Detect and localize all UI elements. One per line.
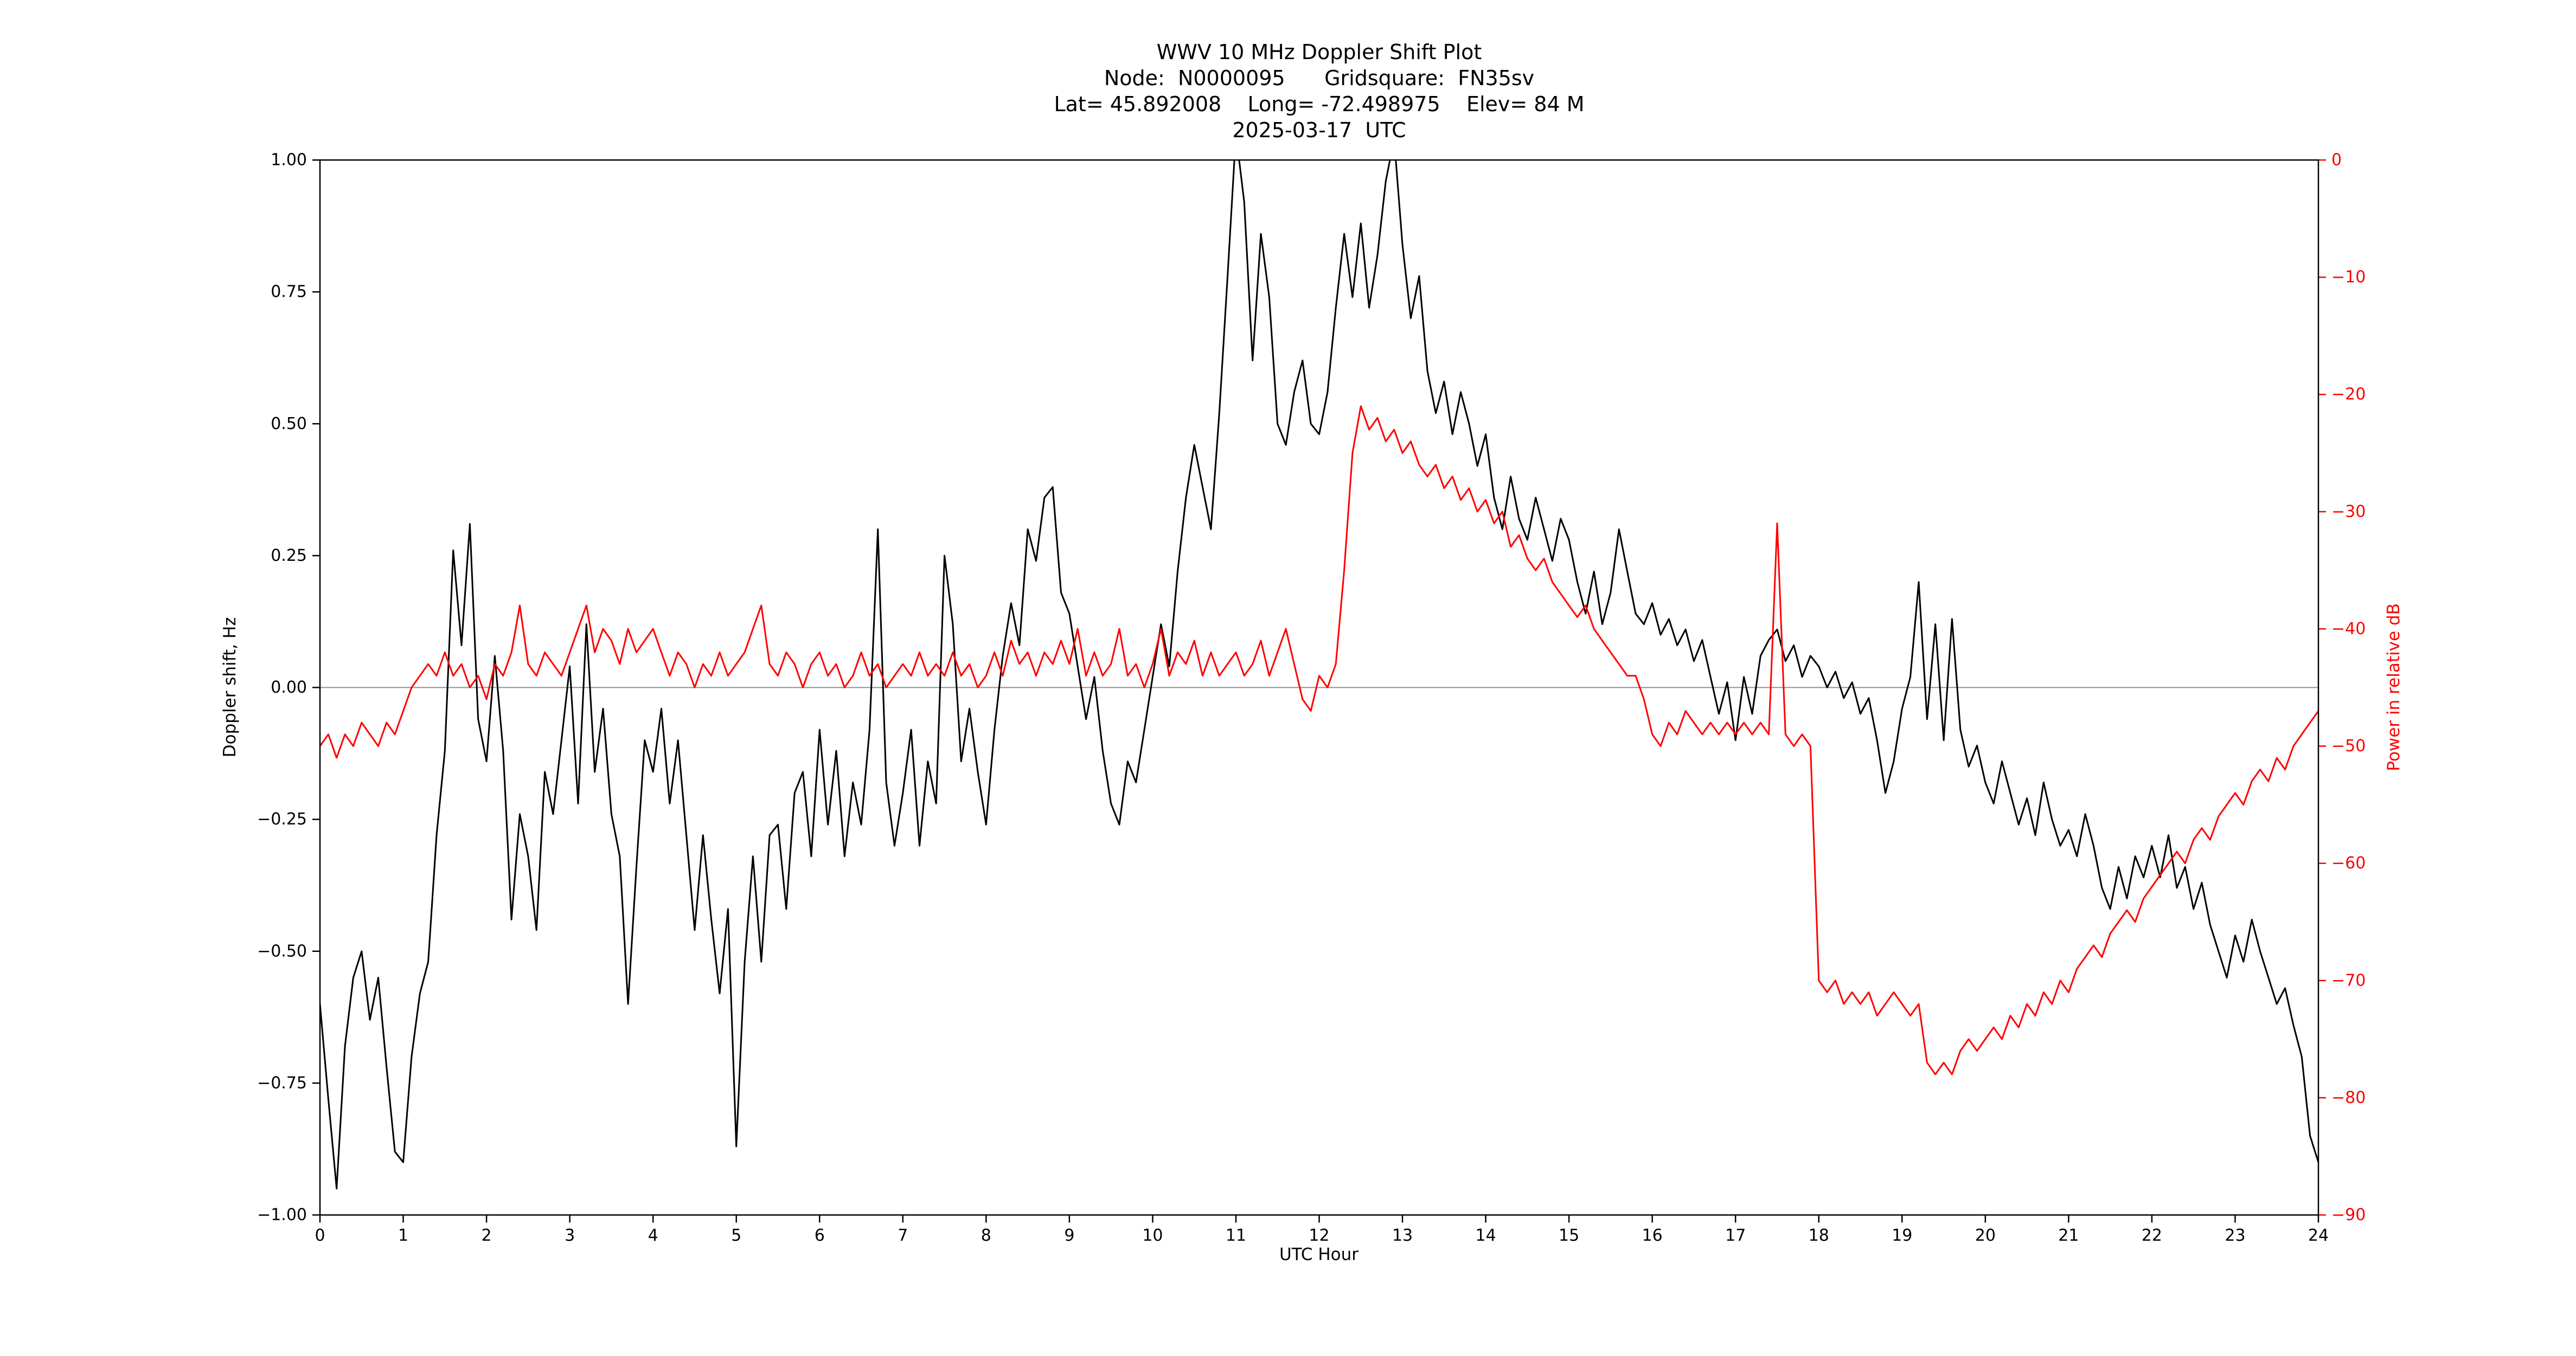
x-tick-label: 2 bbox=[482, 1226, 492, 1245]
right-y-axis-label: Power in relative dB bbox=[2384, 603, 2404, 771]
y-right-tick-label: −10 bbox=[2331, 268, 2366, 287]
chart-subtitle-location: Lat= 45.892008 Long= -72.498975 Elev= 84… bbox=[1054, 92, 1585, 116]
x-tick-label: 11 bbox=[1226, 1226, 1246, 1245]
y-left-tick-label: 0.50 bbox=[271, 414, 307, 433]
y-right-tick-label: −70 bbox=[2331, 971, 2366, 990]
x-tick-label: 18 bbox=[1809, 1226, 1829, 1245]
x-tick-label: 20 bbox=[1975, 1226, 1996, 1245]
left-y-axis-label: Doppler shift, Hz bbox=[220, 617, 240, 758]
plot-border bbox=[319, 159, 2319, 1216]
y-left-tick-label: −0.25 bbox=[257, 810, 307, 829]
doppler-line bbox=[320, 160, 2318, 1189]
y-right-tick-label: −60 bbox=[2331, 854, 2366, 873]
y-right-tick-label: −30 bbox=[2331, 502, 2366, 521]
x-tick-label: 12 bbox=[1309, 1226, 1329, 1245]
x-axis-label: UTC Hour bbox=[1279, 1245, 1359, 1264]
chart-subtitle-date: 2025-03-17 UTC bbox=[1232, 118, 1406, 142]
x-tick-label: 22 bbox=[2142, 1226, 2162, 1245]
x-tick-label: 24 bbox=[2308, 1226, 2329, 1245]
y-left-tick-label: −1.00 bbox=[257, 1206, 307, 1225]
x-tick-label: 23 bbox=[2225, 1226, 2245, 1245]
x-tick-label: 7 bbox=[898, 1226, 908, 1245]
chart-title: WWV 10 MHz Doppler Shift Plot bbox=[1156, 40, 1482, 64]
x-tick-label: 21 bbox=[2058, 1226, 2079, 1245]
y-right-tick-label: −90 bbox=[2331, 1206, 2366, 1225]
x-tick-label: 16 bbox=[1642, 1226, 1663, 1245]
x-tick-label: 17 bbox=[1725, 1226, 1746, 1245]
y-left-tick-label: 0.75 bbox=[271, 283, 307, 302]
y-left-tick-label: 0.25 bbox=[271, 546, 307, 565]
x-tick-label: 3 bbox=[565, 1226, 575, 1245]
x-tick-label: 0 bbox=[315, 1226, 325, 1245]
y-left-tick-label: 1.00 bbox=[271, 151, 307, 170]
x-tick-label: 5 bbox=[731, 1226, 741, 1245]
y-right-tick-label: −80 bbox=[2331, 1088, 2366, 1107]
x-tick-label: 14 bbox=[1475, 1226, 1496, 1245]
y-left-tick-label: 0.00 bbox=[271, 678, 307, 697]
x-tick-label: 15 bbox=[1559, 1226, 1579, 1245]
x-tick-label: 1 bbox=[398, 1226, 408, 1245]
x-tick-label: 19 bbox=[1892, 1226, 1912, 1245]
y-right-tick-label: −20 bbox=[2331, 385, 2366, 404]
y-right-tick-label: 0 bbox=[2331, 151, 2342, 170]
y-right-tick-label: −40 bbox=[2331, 619, 2366, 638]
x-tick-label: 8 bbox=[981, 1226, 991, 1245]
x-tick-label: 10 bbox=[1142, 1226, 1163, 1245]
x-tick-label: 6 bbox=[815, 1226, 825, 1245]
power-line bbox=[320, 405, 2318, 1076]
x-tick-label: 4 bbox=[648, 1226, 658, 1245]
y-left-tick-label: −0.50 bbox=[257, 942, 307, 961]
title-block: WWV 10 MHz Doppler Shift Plot Node: N000… bbox=[320, 39, 2318, 143]
x-tick-label: 9 bbox=[1064, 1226, 1074, 1245]
chart-subtitle-node: Node: N0000095 Gridsquare: FN35sv bbox=[1104, 66, 1535, 90]
x-tick-label: 13 bbox=[1392, 1226, 1413, 1245]
y-right-tick-label: −50 bbox=[2331, 737, 2366, 756]
y-left-tick-label: −0.75 bbox=[257, 1073, 307, 1092]
